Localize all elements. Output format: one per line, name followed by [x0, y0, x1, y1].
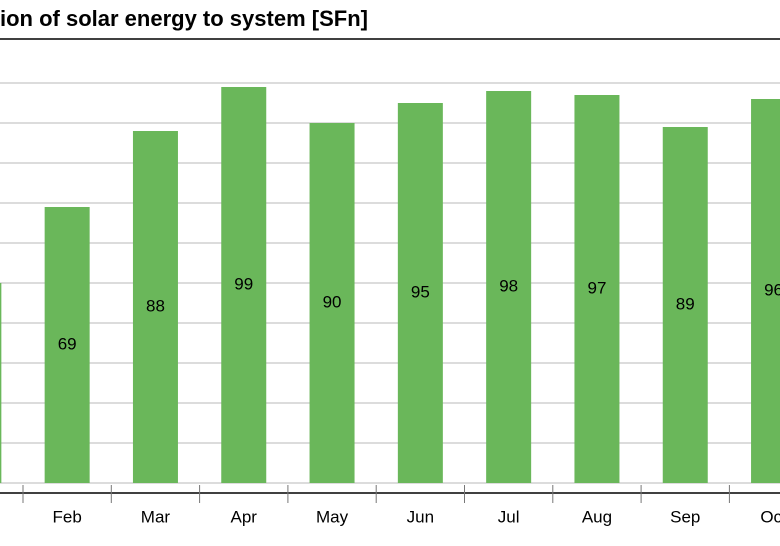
data-label: 97	[587, 278, 606, 297]
data-label: 69	[58, 334, 77, 353]
bar	[132, 131, 178, 483]
bar	[662, 127, 708, 483]
data-label: 88	[146, 296, 165, 315]
x-tick-label: Jun	[407, 507, 434, 526]
bar	[751, 99, 780, 483]
data-label: 90	[323, 292, 342, 311]
chart-title: ion of solar energy to system [SFn]	[0, 6, 368, 31]
data-label: 89	[676, 294, 695, 313]
bar	[0, 283, 2, 483]
x-tick-label: Aug	[582, 507, 612, 526]
x-tick-label: Oct	[760, 507, 780, 526]
x-tick-label: Sep	[670, 507, 700, 526]
bar	[309, 123, 355, 483]
data-label: 96	[764, 280, 780, 299]
bar	[397, 103, 443, 483]
bar	[44, 207, 90, 483]
bar	[574, 95, 620, 483]
bar	[486, 91, 532, 483]
x-tick-label: May	[316, 507, 349, 526]
x-tick-label: Apr	[231, 507, 258, 526]
x-tick-label: Feb	[53, 507, 82, 526]
x-tick-label: Jul	[498, 507, 520, 526]
data-label: 99	[234, 274, 253, 293]
x-tick-label: Mar	[141, 507, 171, 526]
bar	[221, 87, 267, 483]
data-label: 95	[411, 282, 430, 301]
data-label: 98	[499, 276, 518, 295]
